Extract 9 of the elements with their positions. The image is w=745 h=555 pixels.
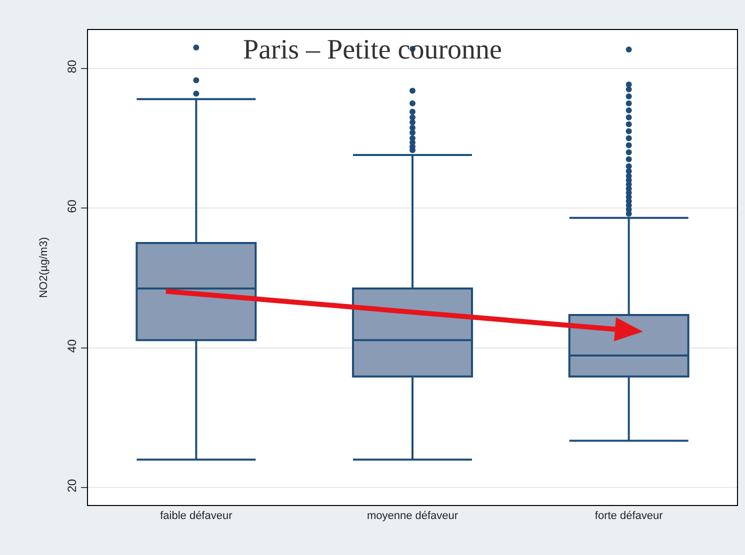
x-tick-label: forte défaveur xyxy=(594,510,664,522)
y-tick-label: 40 xyxy=(65,339,80,353)
y-axis-title: NO2(µg/m3) xyxy=(38,237,50,298)
x-tick-label: faible défaveur xyxy=(160,510,233,522)
y-tick-label: 80 xyxy=(65,60,80,74)
x-tick-label: moyenne défaveur xyxy=(366,510,458,522)
y-tick-label: 20 xyxy=(65,478,80,492)
chart-title: Paris – Petite couronne xyxy=(243,34,502,66)
y-tick-label: 60 xyxy=(65,199,80,214)
